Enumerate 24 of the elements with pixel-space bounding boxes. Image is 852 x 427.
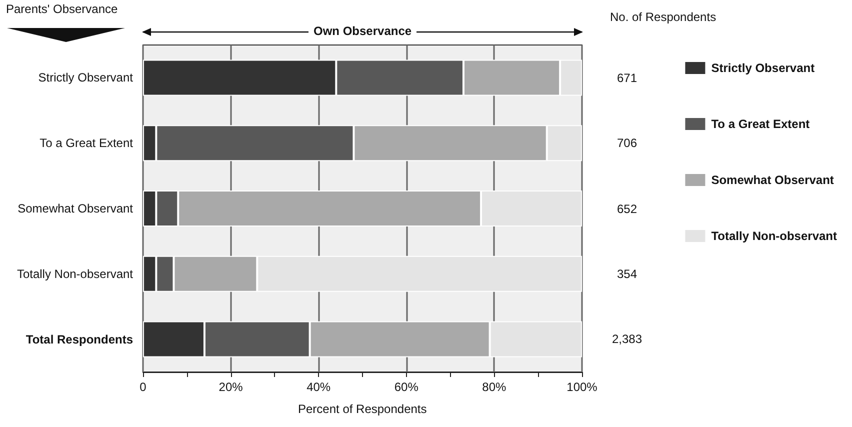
text: Own Observance bbox=[314, 24, 412, 38]
legend-label: Somewhat Observant bbox=[711, 173, 834, 187]
x-axis-title: Percent of Respondents bbox=[298, 402, 427, 416]
y-tick-label: Somewhat Observant bbox=[18, 202, 134, 216]
text: 2,383 bbox=[612, 332, 642, 346]
y-axis-title: Parents' Observance bbox=[6, 2, 118, 16]
x-tick-label: 100% bbox=[566, 380, 598, 394]
y2-axis-title: No. of Respondents bbox=[610, 10, 716, 24]
y-tick-label: To a Great Extent bbox=[40, 136, 134, 150]
legend-label: Strictly Observant bbox=[711, 61, 815, 75]
text: 354 bbox=[617, 266, 638, 281]
y-tick-label: Total Respondents bbox=[26, 332, 134, 346]
y-tick-label: Totally Non-observant bbox=[16, 266, 134, 281]
x-tick-label: 0 bbox=[140, 380, 147, 394]
legend-label: Totally Non-observant bbox=[711, 229, 838, 243]
legend-label: To a Great Extent bbox=[711, 117, 810, 131]
x-tick-label: 60% bbox=[394, 380, 419, 394]
x-tick-label: 80% bbox=[482, 380, 507, 394]
y-tick-label: Strictly Observant bbox=[38, 70, 134, 85]
x-tick-label: 40% bbox=[306, 380, 331, 394]
x-tick-label: 20% bbox=[218, 380, 244, 394]
text: 671 bbox=[617, 70, 638, 85]
text: 652 bbox=[617, 202, 638, 216]
text: 706 bbox=[617, 136, 638, 150]
